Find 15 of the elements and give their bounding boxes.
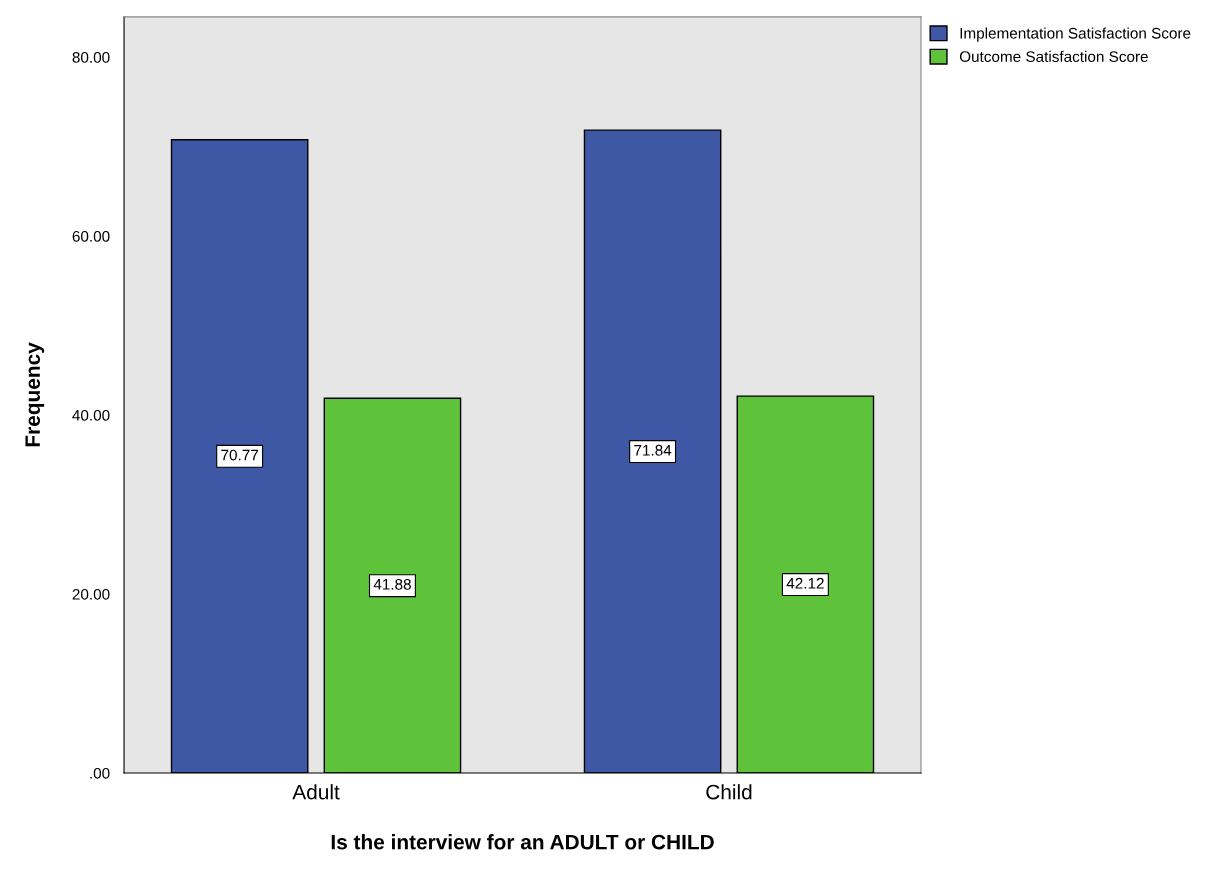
x-tick-label: Child	[706, 784, 752, 800]
y-tick-label: .00	[90, 767, 110, 779]
data-label: 71.84	[634, 444, 672, 456]
data-label: 41.88	[373, 578, 411, 590]
y-tick-label: 60.00	[72, 230, 110, 242]
y-tick-label: 80.00	[72, 51, 110, 63]
y-tick-label: 40.00	[72, 409, 110, 421]
y-axis-title: Frequency	[25, 342, 45, 447]
x-axis-title: Is the interview for an ADULT or CHILD	[331, 834, 714, 850]
legend-label: Outcome Satisfaction Score	[959, 50, 1148, 63]
y-tick-label: 20.00	[72, 588, 110, 600]
data-label: 42.12	[786, 577, 824, 589]
x-tick-label: Adult	[292, 784, 340, 800]
data-label: 70.77	[221, 449, 258, 461]
legend-label: Implementation Satisfaction Score	[960, 27, 1191, 42]
